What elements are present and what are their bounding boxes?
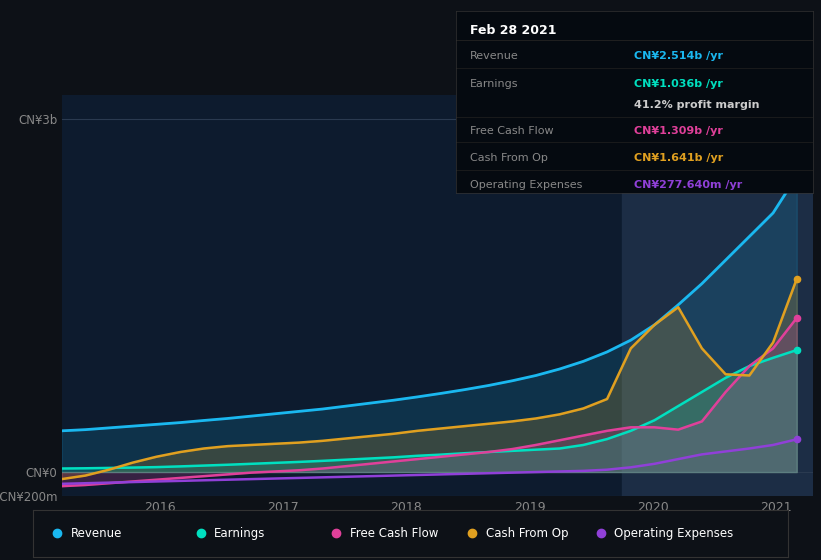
Text: Earnings: Earnings [214, 527, 265, 540]
Text: Operating Expenses: Operating Expenses [470, 180, 582, 190]
Text: 41.2% profit margin: 41.2% profit margin [635, 100, 759, 110]
Text: Revenue: Revenue [470, 52, 519, 61]
Text: CN¥1.309b /yr: CN¥1.309b /yr [635, 126, 723, 136]
Text: Free Cash Flow: Free Cash Flow [350, 527, 438, 540]
Text: Feb 28 2021: Feb 28 2021 [470, 24, 557, 37]
Text: Cash From Op: Cash From Op [486, 527, 568, 540]
Text: Operating Expenses: Operating Expenses [614, 527, 734, 540]
Text: Cash From Op: Cash From Op [470, 153, 548, 163]
Text: Free Cash Flow: Free Cash Flow [470, 126, 553, 136]
Text: CN¥1.036b /yr: CN¥1.036b /yr [635, 78, 723, 88]
Text: CN¥2.514b /yr: CN¥2.514b /yr [635, 52, 723, 61]
Text: CN¥1.641b /yr: CN¥1.641b /yr [635, 153, 723, 163]
Text: CN¥277.640m /yr: CN¥277.640m /yr [635, 180, 742, 190]
Bar [622, 95, 821, 496]
Text: Earnings: Earnings [470, 78, 518, 88]
Text: Revenue: Revenue [71, 527, 122, 540]
